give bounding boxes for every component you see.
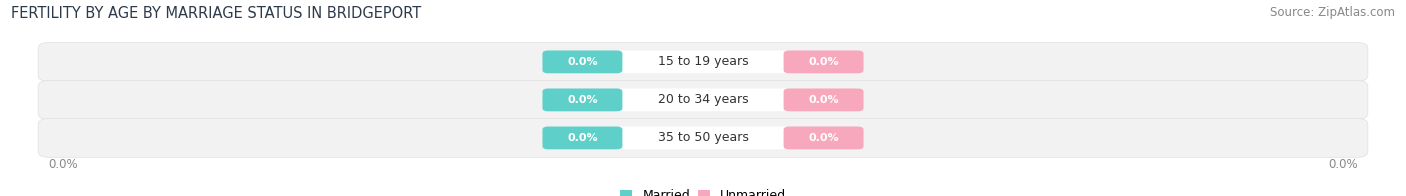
Text: 0.0%: 0.0% <box>1327 158 1358 171</box>
FancyBboxPatch shape <box>543 126 623 149</box>
Text: 0.0%: 0.0% <box>808 133 839 143</box>
FancyBboxPatch shape <box>543 51 623 73</box>
FancyBboxPatch shape <box>783 51 863 73</box>
Text: 0.0%: 0.0% <box>48 158 79 171</box>
Text: 0.0%: 0.0% <box>808 95 839 105</box>
Text: 0.0%: 0.0% <box>808 57 839 67</box>
FancyBboxPatch shape <box>783 89 863 111</box>
Text: Source: ZipAtlas.com: Source: ZipAtlas.com <box>1270 6 1395 19</box>
Text: 0.0%: 0.0% <box>567 133 598 143</box>
Text: 0.0%: 0.0% <box>567 57 598 67</box>
Text: 20 to 34 years: 20 to 34 years <box>658 93 748 106</box>
FancyBboxPatch shape <box>38 43 1368 81</box>
Text: 15 to 19 years: 15 to 19 years <box>658 55 748 68</box>
Legend: Married, Unmarried: Married, Unmarried <box>620 189 786 196</box>
FancyBboxPatch shape <box>783 126 863 149</box>
FancyBboxPatch shape <box>614 89 792 111</box>
Text: FERTILITY BY AGE BY MARRIAGE STATUS IN BRIDGEPORT: FERTILITY BY AGE BY MARRIAGE STATUS IN B… <box>11 6 422 21</box>
FancyBboxPatch shape <box>614 51 792 73</box>
Text: 0.0%: 0.0% <box>567 95 598 105</box>
FancyBboxPatch shape <box>614 126 792 149</box>
Text: 35 to 50 years: 35 to 50 years <box>658 131 748 144</box>
FancyBboxPatch shape <box>38 81 1368 119</box>
FancyBboxPatch shape <box>543 89 623 111</box>
FancyBboxPatch shape <box>38 119 1368 157</box>
